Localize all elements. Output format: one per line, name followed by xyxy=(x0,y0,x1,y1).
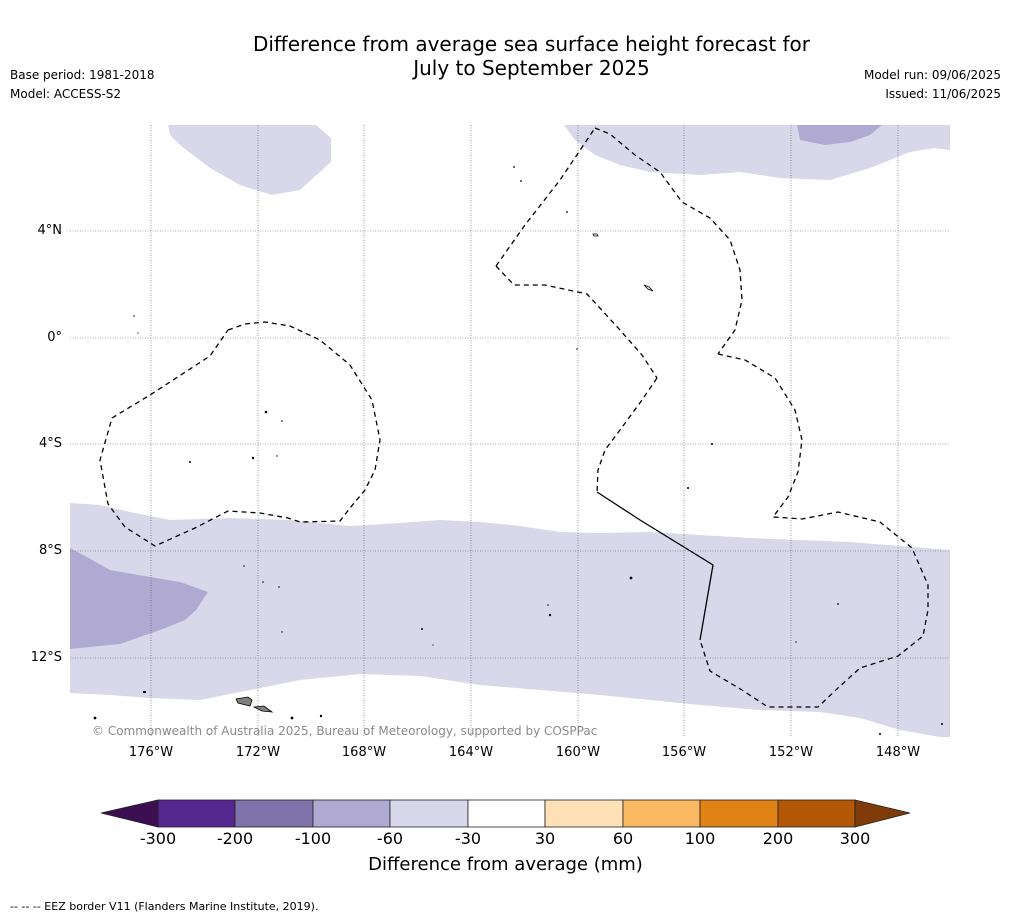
model-name: Model: ACCESS-S2 xyxy=(10,87,122,101)
lon-label-168w: 168°W xyxy=(341,745,387,760)
eez-border-west xyxy=(99,321,381,547)
colorbar-bin-7 xyxy=(622,799,701,828)
anomaly-region-ne xyxy=(564,125,950,180)
lon-label-164w: 164°W xyxy=(448,745,494,760)
colorbar-tick-label: 200 xyxy=(762,829,794,848)
lon-label-156w: 156°W xyxy=(661,745,707,760)
lat-label-4n: 4°N xyxy=(37,223,63,238)
colorbar-tick-label: 60 xyxy=(612,829,634,848)
maritime-boundary xyxy=(596,491,714,641)
colorbar-extend-low xyxy=(100,799,159,828)
chart-title: Difference from average sea surface heig… xyxy=(180,32,883,80)
colorbar-bin-5 xyxy=(467,799,546,828)
colorbar-tick-label: 300 xyxy=(839,829,871,848)
anomaly-region-ne-strong xyxy=(797,125,882,145)
lat-label-8s: 8°S xyxy=(38,543,62,558)
colorbar-tick-label: 100 xyxy=(684,829,716,848)
anomaly-region-nw xyxy=(168,125,331,195)
model-run: Model run: 09/06/2025 xyxy=(863,68,1001,82)
title-line-2: July to September 2025 xyxy=(413,56,650,80)
meta-left: Base period: 1981-2018 Model: ACCESS-S2 xyxy=(10,66,155,104)
lon-label-152w: 152°W xyxy=(768,745,814,760)
lon-label-176w: 176°W xyxy=(128,745,174,760)
title-line-1: Difference from average sea surface heig… xyxy=(252,32,811,56)
eez-border-central xyxy=(495,127,743,493)
map-area xyxy=(70,125,950,737)
colorbar-tick-label: -60 xyxy=(376,829,404,848)
copyright-notice: © Commonwealth of Australia 2025, Bureau… xyxy=(92,724,598,738)
island-fanning xyxy=(592,233,599,237)
colorbar-bin-1 xyxy=(157,799,236,828)
island-samoa-upolu xyxy=(235,696,253,707)
colorbar-bin-2 xyxy=(234,799,314,828)
meta-right: Model run: 09/06/2025 Issued: 11/06/2025 xyxy=(864,66,1001,104)
colorbar-bin-9 xyxy=(777,799,856,828)
colorbar-tick-label: -200 xyxy=(216,829,254,848)
lon-label-148w: 148°W xyxy=(875,745,921,760)
island-samoa-tutuila xyxy=(252,705,274,713)
eez-footnote: -- -- -- EEZ border V11 (Flanders Marine… xyxy=(10,900,319,913)
small-atolls xyxy=(93,166,943,735)
base-period: Base period: 1981-2018 xyxy=(10,68,155,82)
island-swains xyxy=(143,691,146,693)
colorbar-tick-label: 30 xyxy=(534,829,556,848)
colorbar-tick-label: -100 xyxy=(294,829,332,848)
issued-date: Issued: 11/06/2025 xyxy=(885,87,1001,101)
colorbar-tick-label: -300 xyxy=(139,829,177,848)
grid-lines xyxy=(70,125,950,737)
eez-border-east xyxy=(699,353,929,708)
colorbar-tick-label: -30 xyxy=(454,829,482,848)
colorbar-bin-6 xyxy=(544,799,624,828)
eez-borders xyxy=(99,127,929,708)
colorbar-title: Difference from average (mm) xyxy=(368,854,643,875)
colorbar-bin-4 xyxy=(389,799,469,828)
island-christmas xyxy=(643,284,654,292)
lat-label-12s: 12°S xyxy=(30,650,62,665)
colorbar xyxy=(100,799,911,828)
colorbar-bin-3 xyxy=(312,799,391,828)
lon-label-172w: 172°W xyxy=(235,745,281,760)
islands xyxy=(93,166,943,735)
anomaly-region-west-strong xyxy=(70,548,208,649)
anomaly-region-south xyxy=(70,503,950,737)
lat-label-4s: 4°S xyxy=(38,436,62,451)
lat-label-0: 0° xyxy=(47,330,62,345)
colorbar-extend-high xyxy=(854,799,911,828)
colorbar-bin-8 xyxy=(699,799,779,828)
lon-label-160w: 160°W xyxy=(555,745,601,760)
